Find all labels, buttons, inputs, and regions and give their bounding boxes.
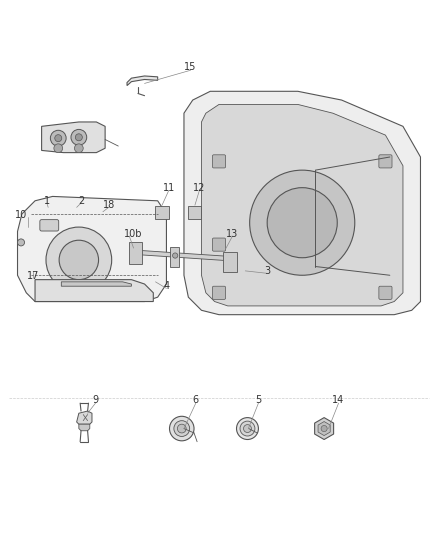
Circle shape	[321, 425, 327, 432]
FancyBboxPatch shape	[212, 155, 226, 168]
Circle shape	[173, 253, 178, 258]
Text: 18: 18	[102, 200, 115, 210]
Text: 5: 5	[255, 395, 261, 405]
Text: 2: 2	[78, 196, 84, 206]
Polygon shape	[184, 91, 420, 314]
Polygon shape	[35, 280, 153, 302]
Polygon shape	[77, 411, 92, 424]
Polygon shape	[155, 206, 169, 219]
FancyBboxPatch shape	[379, 155, 392, 168]
Text: 15: 15	[184, 62, 197, 72]
Circle shape	[59, 240, 99, 280]
Circle shape	[55, 135, 62, 142]
Circle shape	[267, 188, 337, 258]
Text: 14: 14	[332, 395, 345, 405]
Circle shape	[75, 134, 82, 141]
Circle shape	[74, 144, 83, 152]
Polygon shape	[223, 252, 237, 272]
Circle shape	[71, 130, 87, 145]
Text: 12: 12	[193, 183, 205, 192]
Circle shape	[18, 239, 25, 246]
Circle shape	[237, 418, 258, 440]
Polygon shape	[201, 104, 403, 306]
Text: 9: 9	[92, 395, 99, 405]
Polygon shape	[42, 122, 105, 152]
Polygon shape	[129, 243, 142, 264]
Circle shape	[244, 425, 251, 432]
FancyBboxPatch shape	[212, 286, 226, 300]
Circle shape	[170, 416, 194, 441]
FancyBboxPatch shape	[212, 238, 226, 251]
Text: 10b: 10b	[124, 229, 143, 239]
Polygon shape	[188, 206, 201, 219]
Polygon shape	[318, 422, 330, 435]
Circle shape	[250, 170, 355, 275]
Circle shape	[50, 130, 66, 146]
Text: 11: 11	[162, 183, 175, 192]
Text: 1: 1	[44, 196, 50, 206]
Polygon shape	[131, 250, 237, 261]
Circle shape	[174, 421, 190, 437]
Text: 13: 13	[226, 229, 238, 239]
Circle shape	[240, 421, 255, 436]
Text: 6: 6	[193, 395, 199, 405]
Text: 10: 10	[15, 210, 27, 220]
FancyBboxPatch shape	[379, 286, 392, 300]
Polygon shape	[127, 76, 158, 86]
Circle shape	[177, 424, 186, 433]
Polygon shape	[170, 247, 179, 266]
Circle shape	[46, 227, 112, 293]
Text: 4: 4	[163, 281, 170, 291]
Polygon shape	[314, 418, 334, 440]
Text: 3: 3	[264, 266, 270, 276]
Polygon shape	[18, 197, 166, 302]
Text: 17: 17	[27, 271, 39, 281]
Polygon shape	[79, 424, 90, 431]
Polygon shape	[61, 282, 131, 286]
Circle shape	[54, 144, 63, 152]
FancyBboxPatch shape	[40, 220, 59, 231]
